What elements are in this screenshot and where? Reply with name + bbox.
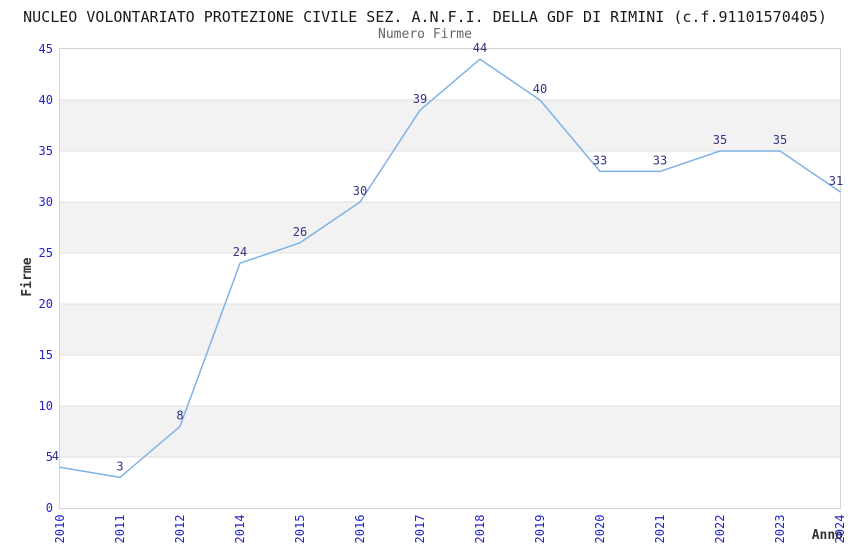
- x-tick-label: 2021: [653, 514, 667, 544]
- value-label: 26: [293, 225, 307, 239]
- y-tick-label: 10: [38, 399, 53, 413]
- y-tick-label: 45: [38, 42, 53, 56]
- x-tick-label: 2011: [113, 514, 127, 544]
- x-tick-label: 2024: [833, 514, 847, 544]
- value-label: 4: [52, 449, 59, 463]
- value-label: 35: [773, 133, 787, 147]
- y-tick-label: 5: [45, 450, 53, 464]
- value-label: 40: [533, 82, 547, 96]
- value-label: 31: [829, 174, 843, 188]
- x-tick-label: 2017: [413, 514, 427, 544]
- x-tick-label: 2019: [533, 514, 547, 544]
- data-line: [59, 58, 841, 479]
- x-tick-label: 2014: [233, 514, 247, 544]
- x-tick-label: 2018: [473, 514, 487, 544]
- value-label: 35: [713, 133, 727, 147]
- x-tick-label: 2020: [593, 514, 607, 544]
- y-tick-label: 0: [45, 501, 53, 515]
- grid-band: [60, 202, 840, 253]
- y-tick-label: 20: [38, 297, 53, 311]
- value-label: 30: [353, 184, 367, 198]
- value-label: 33: [653, 153, 667, 167]
- grid-band: [60, 304, 840, 355]
- plot-area: 4 3 8 24 26 30 39 44 40 33 33 35 35 31: [52, 41, 843, 509]
- y-tick-label: 25: [38, 246, 53, 260]
- value-label: 24: [233, 245, 247, 259]
- value-label: 3: [116, 459, 123, 473]
- value-label: 44: [473, 41, 487, 55]
- chart-title: NUCLEO VOLONTARIATO PROTEZIONE CIVILE SE…: [23, 8, 827, 26]
- value-label: 8: [176, 408, 183, 422]
- value-label: 33: [593, 153, 607, 167]
- value-label: 39: [413, 92, 427, 106]
- y-tick-label: 15: [38, 348, 53, 362]
- x-axis-label: Anno: [811, 528, 843, 543]
- y-tick-label: 35: [38, 144, 53, 158]
- x-tick-label: 2016: [353, 514, 367, 544]
- x-tick-label: 2012: [173, 514, 187, 544]
- plot-svg: 4 3 8 24 26 30 39 44 40 33 33 35 35 31: [52, 41, 843, 479]
- x-tick-label: 2023: [773, 514, 787, 544]
- grid-band: [60, 100, 840, 151]
- grid-band: [60, 406, 840, 457]
- x-tick-label: 2010: [53, 514, 67, 544]
- y-tick-label: 40: [38, 93, 53, 107]
- chart-subtitle: Numero Firme: [378, 27, 472, 42]
- y-tick-label: 30: [38, 195, 53, 209]
- x-tick-label: 2015: [293, 514, 307, 544]
- x-tick-label: 2022: [713, 514, 727, 544]
